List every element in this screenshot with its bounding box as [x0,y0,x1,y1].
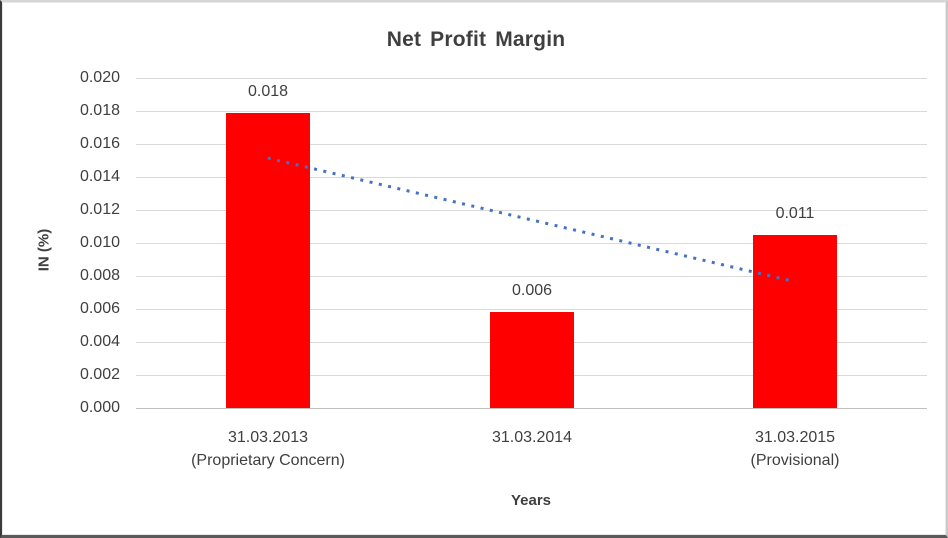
bar-data-label: 0.018 [247,83,289,100]
category-label-line: (Provisional) [750,452,840,469]
y-tick-label: 0.020 [79,69,120,86]
x-axis-line [136,408,927,409]
category-label-line: 31.03.2014 [491,429,573,446]
y-tick-label: 0.012 [79,201,120,218]
bar-data-label: 0.011 [775,205,815,222]
bar-data-label: 0.006 [511,282,553,299]
category-label-line: (Proprietary Concern) [191,452,345,469]
y-tick-label: 0.000 [79,399,120,416]
gridline [136,111,927,112]
chart-title: Net Profit Margin [386,28,566,51]
y-tick-label: 0.004 [79,333,120,350]
y-tick-label: 0.014 [79,168,120,185]
bar [753,235,837,408]
category-label: 31.03.2013 (Proprietary Concern) [191,426,345,472]
y-tick-label: 0.008 [79,267,120,284]
y-tick-label: 0.010 [79,234,120,251]
bar [226,113,310,408]
y-tick-label: 0.018 [79,102,120,119]
y-tick-label: 0.006 [79,300,120,317]
gridline [136,78,927,79]
y-tick-label: 0.016 [79,135,120,152]
bar [490,312,574,408]
gridline [136,309,927,310]
category-label: 31.03.2015 (Provisional) [751,426,840,472]
y-tick-label: 0.002 [79,366,120,383]
category-label: 31.03.2014 [492,426,572,449]
category-label-line: 31.03.2013 [227,429,309,446]
x-axis-title: Years [510,492,552,509]
category-label-line: 31.03.2015 [754,429,836,446]
gridline [136,144,927,145]
